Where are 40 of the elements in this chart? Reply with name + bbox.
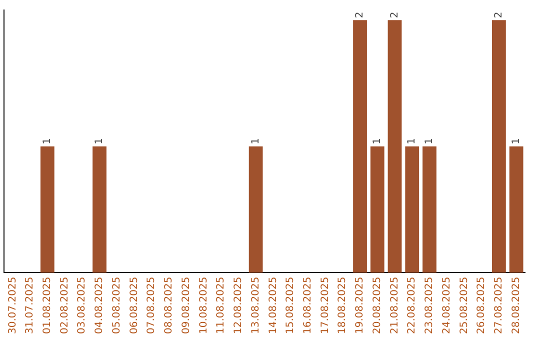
data-label: 1 — [250, 138, 262, 144]
x-tick-label: 31.07.2025 — [24, 276, 36, 334]
x-tick-label: 04.08.2025 — [94, 276, 106, 334]
data-label: 2 — [389, 12, 400, 18]
x-tick-label: 20.08.2025 — [372, 276, 383, 334]
data-label: 2 — [354, 12, 366, 18]
x-tick-label: 07.08.2025 — [146, 276, 158, 334]
x-tick-label: 30.07.2025 — [7, 276, 18, 334]
x-tick-label: 10.08.2025 — [198, 276, 210, 334]
x-tick-label: 06.08.2025 — [128, 276, 140, 334]
x-tick-label: 28.08.2025 — [510, 276, 522, 334]
data-label: 1 — [94, 138, 106, 144]
x-tick-label: 08.08.2025 — [164, 276, 175, 334]
x-tick-label: 03.08.2025 — [76, 276, 88, 334]
data-label: 2 — [494, 12, 505, 18]
data-label: 1 — [406, 138, 418, 144]
x-tick-label: 16.08.2025 — [302, 276, 314, 334]
data-label: 1 — [42, 138, 54, 144]
x-tick-label: 24.08.2025 — [441, 276, 452, 334]
x-tick-label: 02.08.2025 — [59, 276, 70, 334]
data-label: 1 — [372, 138, 383, 144]
data-label: 1 — [510, 138, 522, 144]
x-tick-label: 18.08.2025 — [337, 276, 348, 334]
data-label: 1 — [424, 138, 436, 144]
x-tick-label: 15.08.2025 — [285, 276, 296, 334]
x-tick-label: 19.08.2025 — [354, 276, 366, 334]
x-tick-label: 09.08.2025 — [180, 276, 192, 334]
x-tick-label: 05.08.2025 — [111, 276, 122, 334]
x-tick-label: 21.08.2025 — [389, 276, 400, 334]
x-tick-label: 12.08.2025 — [233, 276, 244, 334]
x-tick-label: 27.08.2025 — [494, 276, 505, 334]
x-tick-label: 14.08.2025 — [268, 276, 279, 334]
x-tick-label: 01.08.2025 — [42, 276, 54, 334]
x-tick-label: 17.08.2025 — [320, 276, 331, 334]
x-tick-label: 11.08.2025 — [216, 276, 227, 334]
x-tick-label: 26.08.2025 — [476, 276, 488, 334]
x-tick-label: 23.08.2025 — [424, 276, 436, 334]
x-tick-label: 25.08.2025 — [458, 276, 470, 334]
x-tick-label: 22.08.2025 — [406, 276, 418, 334]
x-tick-label: 13.08.2025 — [250, 276, 262, 334]
